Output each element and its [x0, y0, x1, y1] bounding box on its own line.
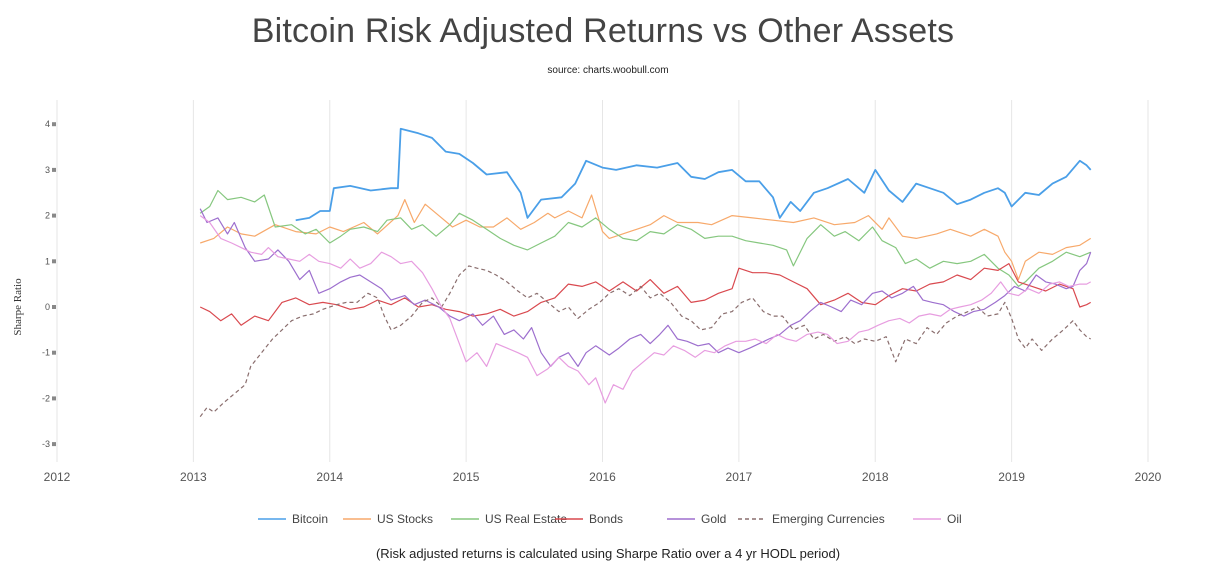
- x-tick-label: 2016: [589, 470, 616, 484]
- y-tick-label: -2: [42, 393, 50, 403]
- chart-title: Bitcoin Risk Adjusted Returns vs Other A…: [251, 12, 955, 50]
- series-line-us-stocks: [200, 194, 1092, 281]
- chart-footnote: (Risk adjusted returns is calculated usi…: [375, 546, 841, 561]
- x-tick-label: 2020: [1135, 470, 1162, 484]
- y-tick-marker: [52, 396, 56, 401]
- chart-subtitle: source: charts.woobull.com: [547, 65, 669, 76]
- y-tick-marker: [52, 442, 56, 447]
- x-tick-label: 2014: [316, 470, 343, 484]
- series-line-emerging-currencies: [199, 265, 1091, 418]
- y-tick-marker: [52, 259, 56, 264]
- y-tick-label: 4: [45, 119, 50, 129]
- legend-label: Gold: [701, 512, 726, 526]
- legend-item[interactable]: Emerging Currencies: [738, 512, 885, 526]
- series-line-bitcoin: [295, 127, 1092, 222]
- legend-label: Bitcoin: [292, 512, 328, 526]
- legend-item[interactable]: US Real Estate: [451, 512, 567, 526]
- legend: Bitcoin US Stocks US Real Estate Bonds Gold E…: [258, 512, 962, 526]
- x-axis: 2012 2013 2014 2015 2016 2017 2018 2019 2020: [44, 470, 1162, 484]
- legend-item[interactable]: Bonds: [555, 512, 623, 526]
- y-tick-label: 0: [45, 302, 50, 312]
- x-tick-label: 2015: [453, 470, 480, 484]
- legend-item[interactable]: Bitcoin: [258, 512, 328, 526]
- legend-item[interactable]: US Stocks: [343, 512, 433, 526]
- y-tick-marker: [52, 122, 56, 127]
- y-tick-label: 3: [45, 165, 50, 175]
- legend-item[interactable]: Oil: [913, 512, 962, 526]
- x-tick-label: 2013: [180, 470, 207, 484]
- x-tick-label: 2012: [44, 470, 71, 484]
- series-line-oil: [199, 215, 1091, 404]
- y-axis: 4 3 2 1 0 -1 -2 -3: [42, 119, 56, 449]
- series-line-bonds: [199, 263, 1091, 326]
- y-axis-label: Sharpe Ratio: [12, 278, 24, 336]
- gridlines: [56, 100, 1149, 462]
- y-tick-marker: [52, 305, 56, 309]
- y-tick-marker: [52, 167, 56, 172]
- series-line-gold: [199, 208, 1092, 367]
- y-tick-label: 1: [45, 256, 50, 266]
- y-tick-marker: [52, 350, 56, 355]
- legend-label: US Stocks: [377, 512, 433, 526]
- series-line-us-real-estate: [199, 189, 1091, 287]
- series-lines: [199, 127, 1092, 418]
- legend-label: Oil: [947, 512, 962, 526]
- y-tick-label: 2: [45, 211, 50, 221]
- x-tick-label: 2018: [862, 470, 889, 484]
- legend-label: Bonds: [589, 512, 623, 526]
- y-tick-label: -3: [42, 439, 50, 449]
- legend-label: Emerging Currencies: [772, 512, 885, 526]
- x-tick-label: 2017: [726, 470, 753, 484]
- legend-item[interactable]: Gold: [667, 512, 726, 526]
- y-tick-label: -1: [42, 348, 50, 358]
- legend-label: US Real Estate: [485, 512, 567, 526]
- x-tick-label: 2019: [998, 470, 1025, 484]
- y-tick-marker: [52, 213, 56, 218]
